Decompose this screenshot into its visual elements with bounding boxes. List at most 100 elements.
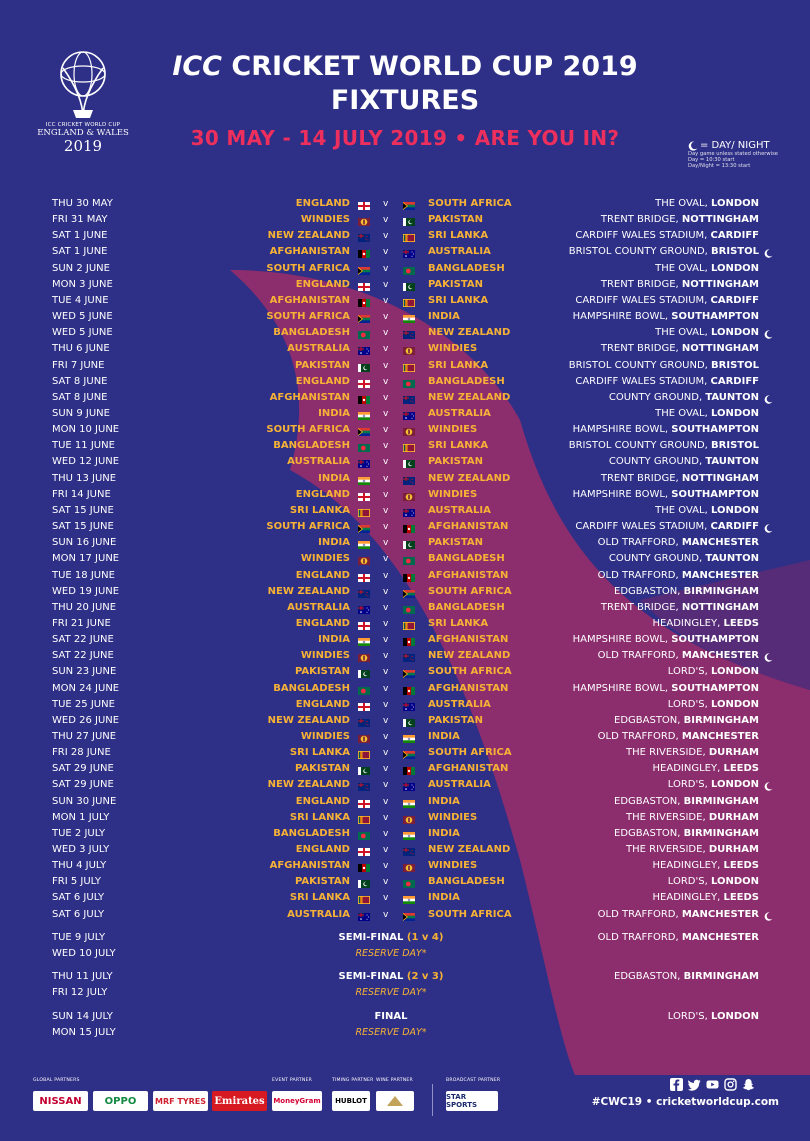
fixture-date: THU 30 MAY (52, 198, 113, 209)
team1-flag-icon (358, 507, 370, 517)
venue-ground: BRISTOL COUNTY GROUND, (568, 440, 712, 452)
twitter-icon[interactable] (688, 1078, 701, 1091)
fixture-row: SUN 30 JUNE ENGLAND v INDIA EDGBASTON, BIRMI… (0, 794, 810, 810)
flag-icon (358, 444, 370, 453)
venue-city: LONDON (710, 1011, 759, 1022)
venue-city: SOUTHAMPTON (671, 424, 759, 436)
venue: LORD'S, LONDON (668, 697, 759, 713)
fixture-date: THU 6 JUNE (52, 343, 110, 355)
flag-icon (358, 621, 370, 630)
team1-flag-icon (358, 846, 370, 856)
venue: EDGBASTON, BIRMINGHAM (614, 826, 759, 842)
versus-label: v (383, 538, 389, 549)
venue-city: DURHAM (708, 811, 759, 823)
team1-name: PAKISTAN (295, 359, 350, 371)
flag-icon (358, 508, 370, 517)
venue-city: LEEDS (723, 763, 759, 775)
fixture-row: WED 19 JUNE NEW ZEALAND v SOUTH AFRICA EDGBA… (0, 584, 810, 600)
venue-city: NOTTINGHAM (681, 472, 759, 484)
venue: COUNTY GROUND, TAUNTON (609, 390, 759, 406)
flag-icon (403, 831, 415, 840)
flag-icon (403, 395, 415, 404)
team2-flag-icon (403, 426, 415, 437)
team1-flag-icon (358, 798, 370, 808)
team2-flag-icon (403, 362, 415, 372)
legend-daynight-label: = DAY/ NIGHT (700, 140, 770, 151)
emirates-logo: Emirates (212, 1091, 267, 1111)
team2-flag-icon (403, 475, 415, 485)
venue: CARDIFF WALES STADIUM, CARDIFF (575, 519, 759, 535)
team2-flag-icon (403, 200, 415, 210)
venue: THE OVAL, LONDON (655, 325, 759, 341)
team1-flag-icon (358, 620, 370, 630)
knockout-stage: FINAL (300, 1009, 482, 1025)
fixture-row: THU 6 JUNE AUSTRALIA v WINDIES TRENT BRIDGE,… (0, 341, 810, 357)
flag-icon (358, 476, 370, 485)
venue-city: CARDIFF (710, 294, 759, 306)
team1-name: WINDIES (300, 214, 350, 226)
team1-name: ENGLAND (295, 617, 350, 629)
knockout-row: FRI 12 JULY RESERVE DAY* (0, 985, 810, 1001)
poster-title: ICC CRICKET WORLD CUP 2019 FIXTURES 30 M… (130, 50, 680, 150)
fixture-date: SAT 1 JUNE (52, 230, 108, 242)
venue-ground: TRENT BRIDGE, (600, 214, 682, 226)
team1-name: AFGHANISTAN (269, 391, 350, 403)
team2-flag-icon (403, 572, 415, 582)
venue-city: LONDON (710, 198, 759, 209)
venue-city: SOUTHAMPTON (671, 311, 759, 322)
snapchat-icon[interactable] (742, 1078, 755, 1091)
team2-name: BANGLADESH (428, 876, 505, 888)
versus-label: v (383, 441, 389, 452)
team1-flag-icon (358, 394, 370, 404)
venue-city: LONDON (710, 666, 759, 678)
fixture-date: FRI 5 JULY (52, 876, 101, 888)
venue-city: BIRMINGHAM (683, 714, 759, 726)
flag-icon (403, 250, 415, 259)
youtube-icon[interactable] (706, 1078, 719, 1091)
facebook-icon[interactable] (670, 1078, 683, 1091)
fixture-row: FRI 28 JUNE SRI LANKA v SOUTH AFRICA THE RIV… (0, 745, 810, 761)
title-rest: CRICKET WORLD CUP 2019 (222, 51, 638, 82)
fixture-date: TUE 4 JUNE (52, 294, 109, 306)
venue: OLD TRAFFORD, MANCHESTER (598, 729, 759, 745)
moon-icon (688, 141, 698, 151)
fixture-date: WED 10 JULY (52, 948, 116, 959)
event-partner-label: EVENT PARTNER (272, 1078, 313, 1083)
fixture-date: SAT 15 JUNE (52, 521, 114, 532)
team1-flag-icon (358, 668, 370, 679)
flag-icon (403, 202, 415, 210)
fixture-row: SAT 8 JUNE ENGLAND v BANGLADESH CARDIFF WALE… (0, 374, 810, 390)
venue: TRENT BRIDGE, NOTTINGHAM (601, 212, 759, 228)
flag-icon (358, 573, 370, 582)
fixture-row: MON 1 JULY SRI LANKA v WINDIES THE RIVERSIDE… (0, 810, 810, 826)
team1-name: WINDIES (300, 553, 350, 565)
fixture-row: FRI 14 JUNE ENGLAND v WINDIES HAMPSHIRE BOWL… (0, 487, 810, 503)
flag-icon (358, 831, 370, 840)
versus-label: v (383, 635, 389, 645)
team1-name: AFGHANISTAN (269, 860, 350, 872)
team2-name: INDIA (428, 892, 460, 904)
instagram-icon[interactable] (724, 1078, 737, 1091)
website-link[interactable]: cricketworldcup.com (656, 1096, 779, 1108)
venue-ground: EDGBASTON, (614, 585, 684, 597)
team2-flag-icon (403, 507, 415, 517)
flag-icon (403, 573, 415, 582)
team1-name: SOUTH AFRICA (266, 424, 350, 436)
team2-flag-icon (403, 232, 415, 243)
venue-ground: CARDIFF WALES STADIUM, (575, 230, 711, 242)
flag-icon (358, 347, 370, 356)
daynight-moon-icon (764, 781, 773, 792)
flag-icon (403, 298, 415, 307)
fixture-row: TUE 2 JULY BANGLADESH v INDIA EDGBASTON, BIR… (0, 826, 810, 842)
logo-line2: ENGLAND & WALES (37, 128, 129, 138)
team2-flag-icon (403, 523, 415, 533)
team2-flag-icon (403, 701, 415, 711)
venue: OLD TRAFFORD, MANCHESTER (598, 568, 759, 584)
team2-name: WINDIES (428, 860, 478, 872)
flag-icon (403, 347, 415, 356)
team2-flag-icon (403, 830, 415, 840)
venue-city: MANCHESTER (681, 650, 759, 662)
team1-name: BANGLADESH (273, 682, 350, 694)
team2-name: SOUTH AFRICA (428, 747, 512, 759)
team1-flag-icon (358, 781, 370, 792)
